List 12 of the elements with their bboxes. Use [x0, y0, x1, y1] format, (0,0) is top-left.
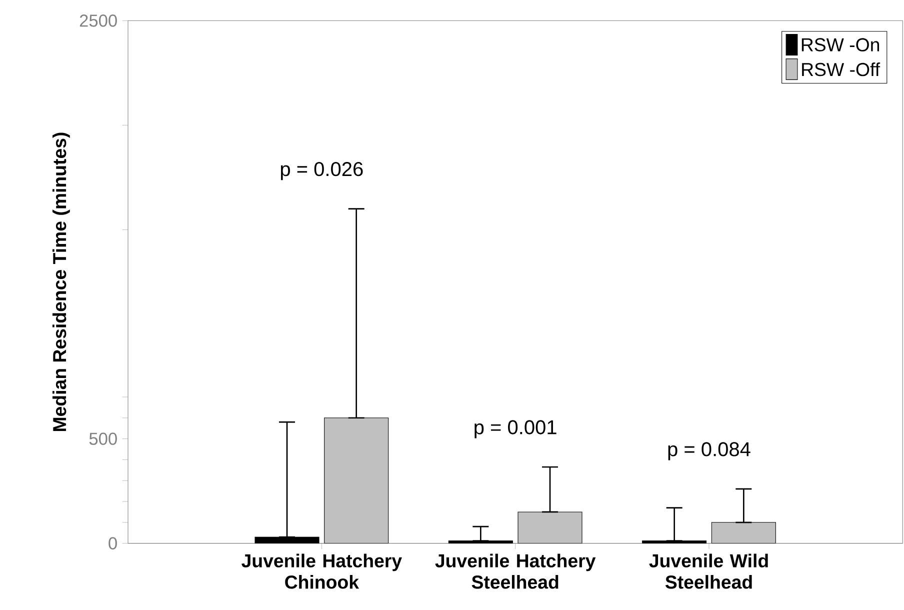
annotation: p = 0.084 — [668, 442, 750, 460]
legend-label: RSW -Off — [802, 62, 880, 76]
x-tick-label: Juvenile Hatchery Chinook — [242, 554, 402, 589]
y-tick-label: 500 — [89, 432, 117, 445]
x-tick-label: Juvenile Hatchery Steelhead — [435, 554, 596, 589]
y-tick-label: 2500 — [80, 14, 117, 27]
x-tick-label: Juvenile Wild Steelhead — [649, 554, 768, 589]
y-axis-title: Median Residence Time (minutes) — [52, 132, 70, 431]
annotation: p = 0.001 — [474, 420, 556, 438]
annotation: p = 0.026 — [280, 162, 363, 180]
legend-label: RSW -On — [802, 38, 880, 52]
y-tick-label: 0 — [108, 537, 117, 550]
